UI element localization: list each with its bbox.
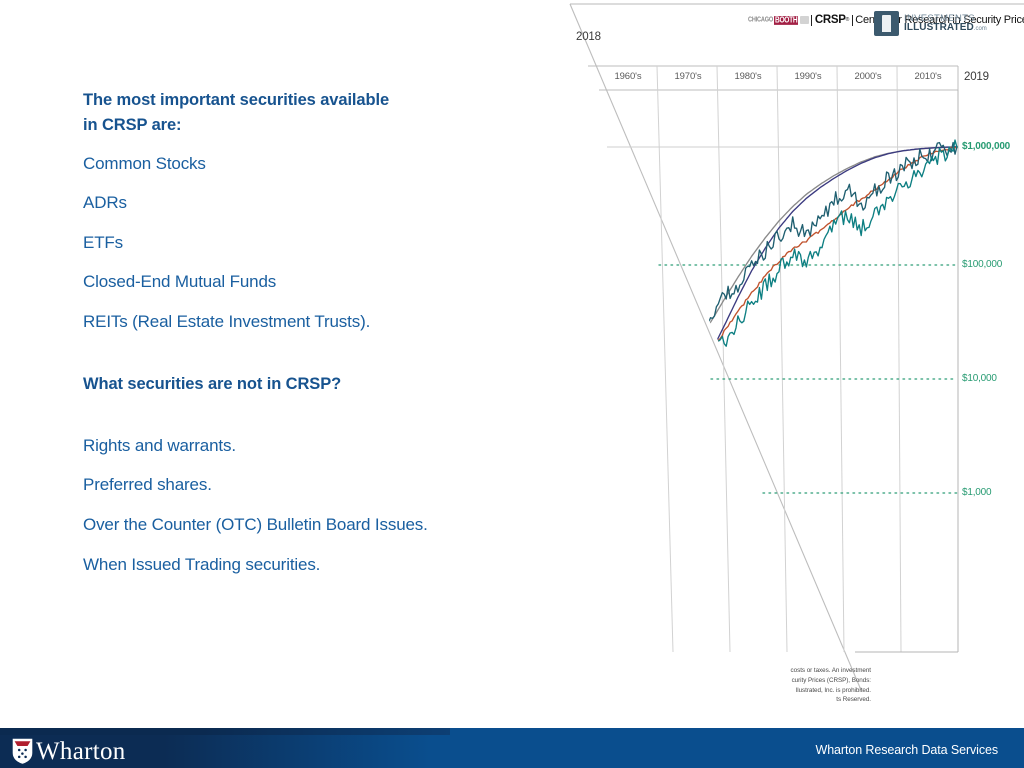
included-heading: The most important securities available … [83, 88, 553, 138]
included-item-common-stocks: Common Stocks [83, 153, 206, 173]
wharton-footer-bar: Wharton Wharton Research Data Services [0, 728, 1024, 768]
crsp-chart-panel: CHICAGO BOOTH CRSP ® Center for Research… [556, 0, 1024, 720]
ii-line-2-text: ILLUSTRATED [904, 22, 974, 34]
included-heading-line1: The most important securities available [83, 91, 390, 109]
chart-line-series-teal [717, 139, 958, 347]
chart-line-series-navy [713, 146, 958, 347]
excluded-heading: What securities are not in CRSP? [83, 374, 342, 393]
ylabel-100000: $100,000 [962, 259, 1003, 270]
investments-illustrated-wordmark: INVESTMENTS ILLUSTRATED.com [904, 12, 987, 34]
decade-label-2000s: 2000's [854, 71, 882, 82]
divider-bar-icon-2 [851, 14, 853, 26]
chart-line-series-orange [713, 146, 958, 347]
chart-series-layer [705, 139, 958, 347]
chart-diagonal-edge [569, 3, 862, 691]
decade-label-2010s: 2010's [914, 71, 942, 82]
chart-line-series-darkteal [705, 141, 958, 324]
ylabel-10000: $10,000 [962, 373, 997, 384]
decade-label-1960s: 1960's [614, 71, 642, 82]
ii-domain-suffix: .com [973, 26, 987, 33]
divider-bar-icon [811, 14, 813, 26]
decade-axis-band [588, 65, 959, 91]
investments-illustrated-logo: INVESTMENTS ILLUSTRATED.com [874, 11, 987, 36]
ylabel-1000: $1,000 [962, 487, 992, 498]
disclaimer-line-2: curity Prices (CRSP), Bonds: [791, 676, 871, 684]
penn-shield-icon [12, 738, 33, 764]
excluded-item-preferred-shares: Preferred shares. [83, 475, 212, 495]
decade-label-1990s: 1990's [794, 71, 822, 82]
registered-mark-icon: ® [845, 17, 850, 23]
spacer [83, 394, 553, 434]
included-item-etfs: ETFs [83, 232, 124, 252]
crsp-wordmark: CRSP [814, 14, 846, 26]
excluded-item-rights-warrants: Rights and warrants. [83, 435, 236, 455]
footer-accent-strip [0, 728, 450, 735]
included-item-adrs: ADRs [83, 193, 127, 213]
included-heading-line2: in CRSP are: [83, 115, 182, 134]
excluded-item-when-issued: When Issued Trading securities. [83, 554, 321, 574]
disclaimer-line-1: costs or taxes. An investment [790, 667, 872, 674]
disclaimer-line-3: llustrated, Inc. is prohibited. [795, 686, 871, 694]
decade-label-1970s: 1970's [674, 71, 702, 82]
chicago-booth-booth-text: BOOTH [774, 15, 799, 25]
excluded-item-otc-bulletin-board: Over the Counter (OTC) Bulletin Board Is… [83, 514, 428, 534]
chart-disclaimer-note: costs or taxes. An investment curity Pri… [716, 666, 872, 705]
crsp-growth-chart [569, 3, 1024, 691]
booth-crest-icon [799, 16, 809, 24]
axis-start-year: 2018 [576, 31, 601, 43]
ii-line-2: ILLUSTRATED.com [904, 23, 987, 33]
investments-illustrated-icon [874, 11, 899, 36]
axis-end-year: 2019 [964, 71, 989, 83]
value-gridlines [658, 264, 958, 494]
decade-label-1980s: 1980's [734, 71, 762, 82]
ylabel-1000000: $1,000,000 [962, 141, 1011, 152]
plot-frame [855, 90, 959, 653]
wharton-logo-lockup: Wharton [12, 738, 126, 764]
chicago-booth-chicago-text: CHICAGO [748, 15, 774, 25]
content-text-column: The most important securities available … [83, 88, 553, 592]
decade-gridlines [656, 65, 902, 653]
ii-line-1: INVESTMENTS [904, 12, 975, 24]
included-item-reits: REITs (Real Estate Investment Trusts). [83, 312, 371, 332]
included-item-closed-end-mutual-funds: Closed-End Mutual Funds [83, 272, 277, 292]
wharton-wordmark: Wharton [36, 737, 126, 765]
wharton-research-data-services-label: Wharton Research Data Services [815, 743, 999, 757]
disclaimer-line-4: ts Reserved. [836, 696, 871, 704]
